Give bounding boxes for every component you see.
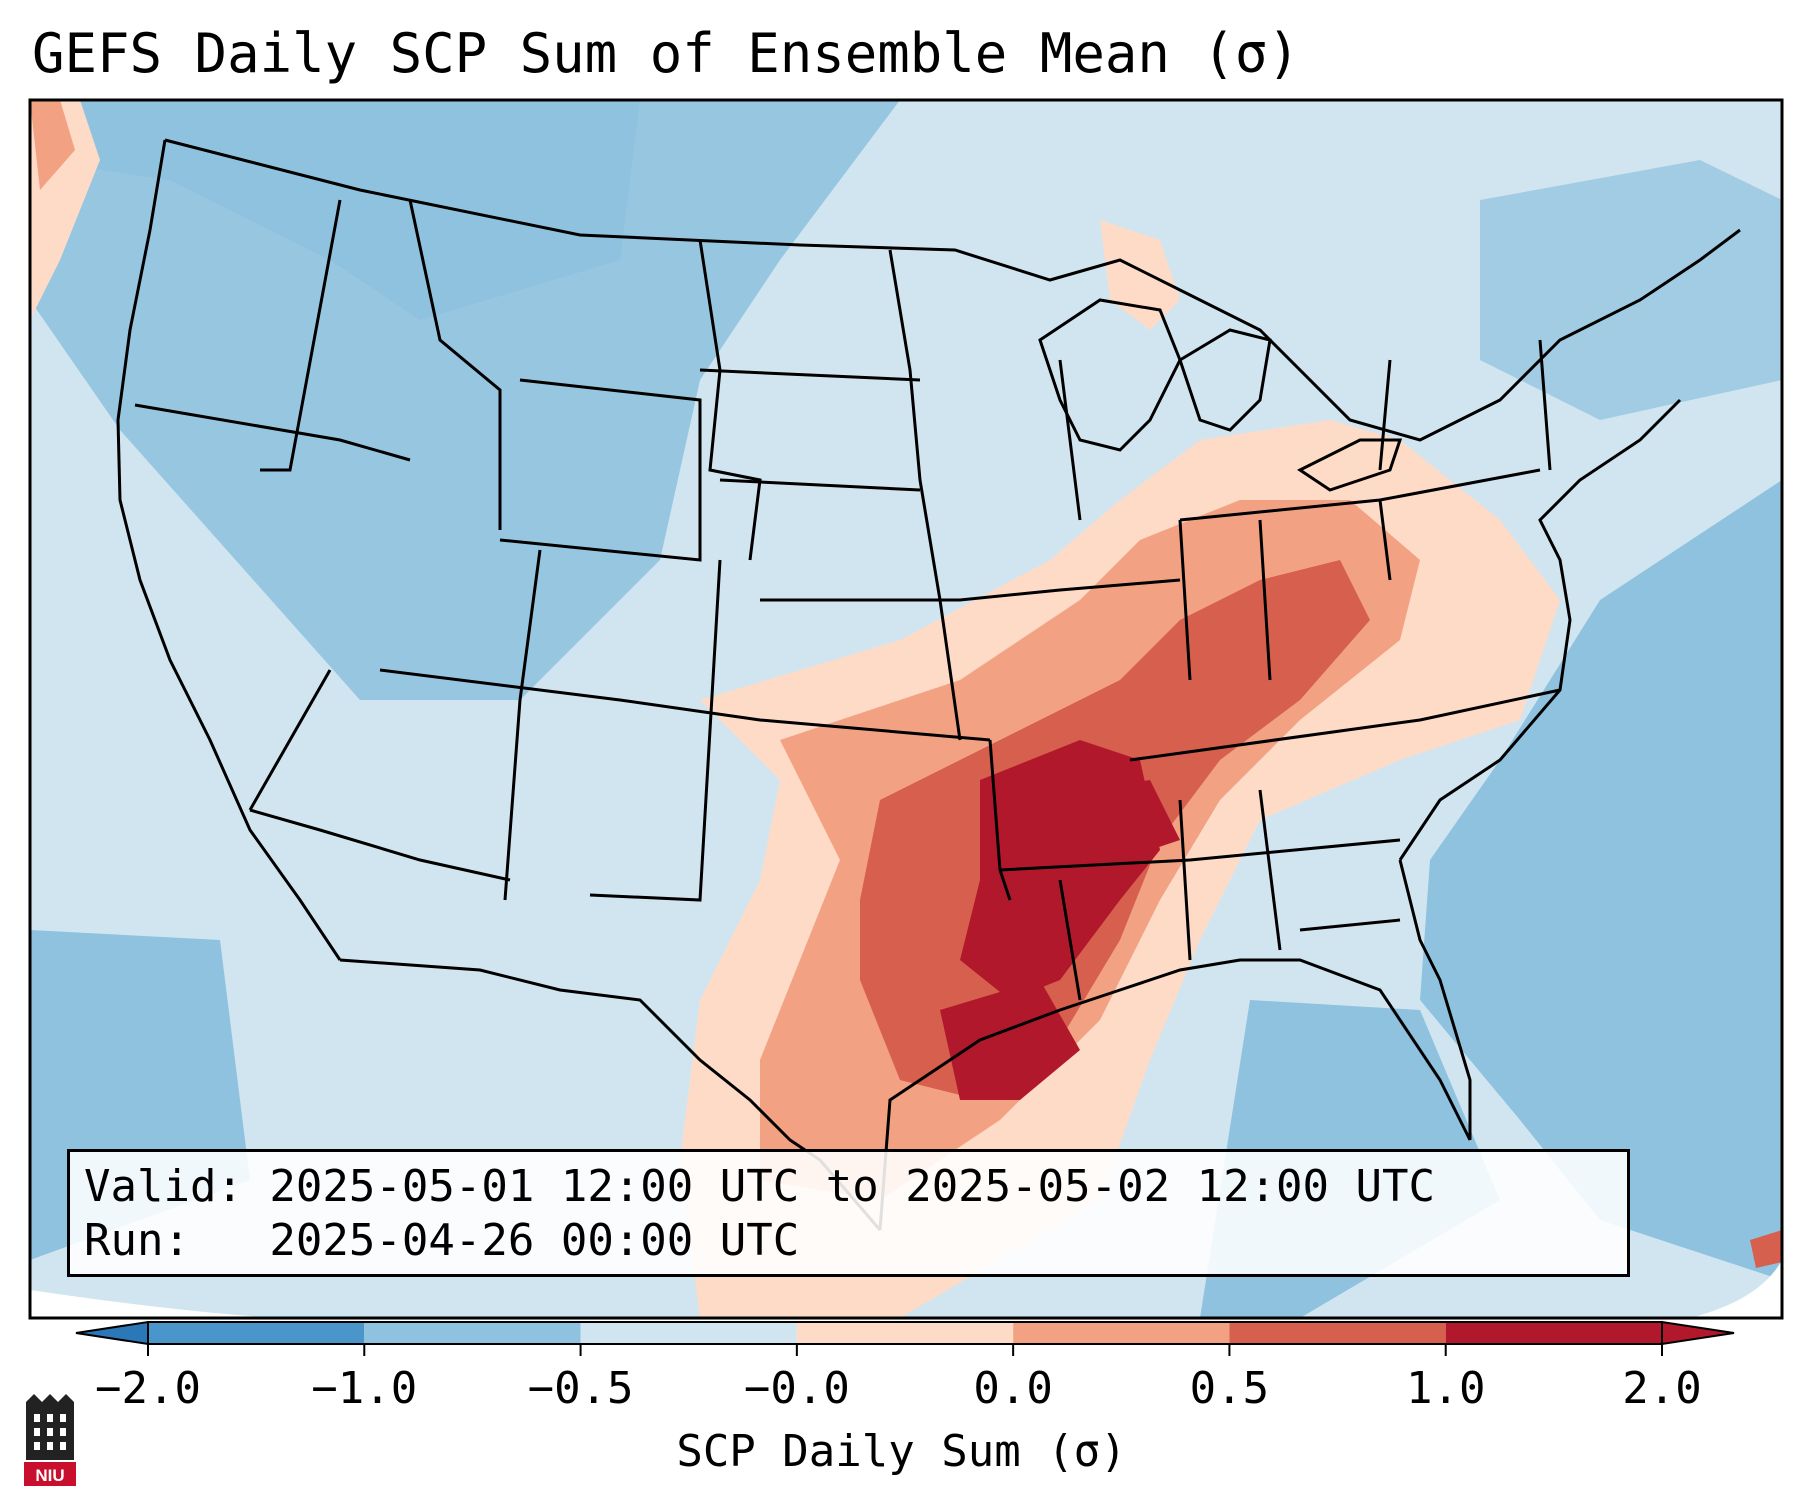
atlantic-negative-region bbox=[1420, 480, 1782, 1280]
colorbar bbox=[75, 1320, 1735, 1356]
valid-time-line: Valid: 2025-05-01 12:00 UTC to 2025-05-0… bbox=[84, 1161, 1436, 1212]
map-title: GEFS Daily SCP Sum of Ensemble Mean (σ) bbox=[32, 22, 1300, 85]
colorbar-segment bbox=[1229, 1322, 1446, 1344]
colorbar-segment bbox=[148, 1322, 365, 1344]
northwest-negative-region bbox=[30, 100, 640, 320]
map-field bbox=[30, 100, 1782, 1318]
tennessee-core bbox=[1090, 780, 1180, 860]
logo-text: NIU bbox=[35, 1466, 64, 1485]
west-negative-region bbox=[30, 100, 900, 700]
colorbar-tick-label: −1.0 bbox=[311, 1363, 418, 1414]
east-texas-core bbox=[940, 980, 1080, 1100]
pacific-northwest-positive-core bbox=[30, 100, 75, 190]
colorbar-tick-label: 2.0 bbox=[1622, 1363, 1702, 1414]
colorbar-tick-label: 0.0 bbox=[973, 1363, 1053, 1414]
northeast-negative-region bbox=[1480, 160, 1782, 420]
map-frame bbox=[28, 98, 1784, 1320]
validity-info-box: Valid: 2025-05-01 12:00 UTC to 2025-05-0… bbox=[67, 1149, 1630, 1277]
run-time-line: Run: 2025-04-26 00:00 UTC bbox=[84, 1215, 800, 1266]
colorbar-segment bbox=[796, 1322, 1014, 1344]
colorbar-extend-high bbox=[1661, 1320, 1735, 1346]
colorbar-outline bbox=[147, 1321, 1663, 1345]
state-boundaries bbox=[116, 138, 1741, 1231]
colorbar-tick-label: −0.5 bbox=[527, 1363, 634, 1414]
colorbar-segment bbox=[1013, 1322, 1230, 1344]
colorbar-tick-label: −2.0 bbox=[95, 1363, 201, 1414]
colorbar-label: SCP Daily Sum (σ) bbox=[676, 1426, 1127, 1477]
colorbar-tick-label: 1.0 bbox=[1405, 1363, 1486, 1414]
colorbar-segment bbox=[1445, 1322, 1662, 1344]
colorbar-segment bbox=[364, 1322, 581, 1344]
colorbar-extend-low bbox=[75, 1320, 149, 1346]
colorbar-tick-label: −0.0 bbox=[743, 1363, 850, 1414]
colorbar-segment bbox=[580, 1322, 797, 1344]
niu-logo-icon: NIU bbox=[24, 1394, 76, 1486]
colorbar-tick-label: 0.5 bbox=[1189, 1363, 1270, 1414]
